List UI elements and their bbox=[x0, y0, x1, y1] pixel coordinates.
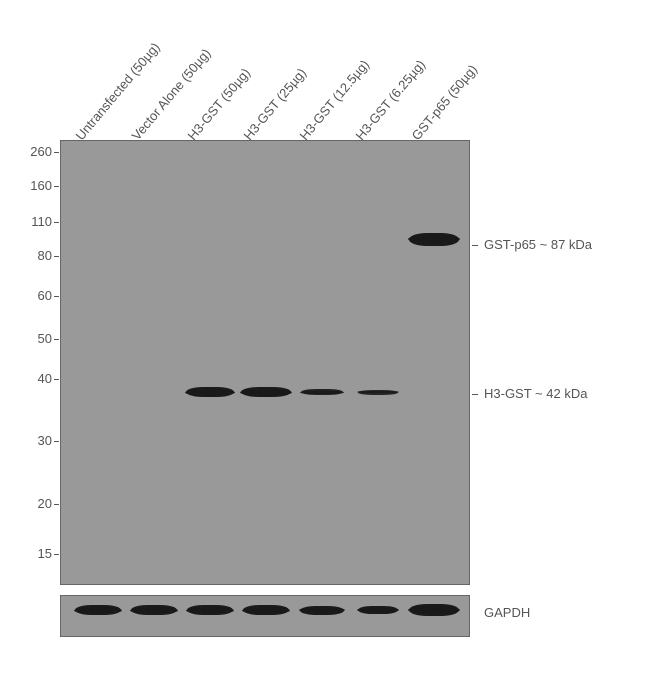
mw-marker-label: 30 bbox=[16, 433, 52, 448]
mw-marker-label: 15 bbox=[16, 546, 52, 561]
gapdh-band-tail bbox=[299, 608, 345, 613]
mw-marker-dash bbox=[54, 222, 59, 223]
mw-marker-label: 40 bbox=[16, 371, 52, 386]
band-annotation: GST-p65 ~ 87 kDa bbox=[484, 237, 592, 252]
mw-marker-dash bbox=[54, 441, 59, 442]
gapdh-band-tail bbox=[186, 608, 234, 613]
gapdh-band-tail bbox=[74, 608, 122, 613]
mw-marker-dash bbox=[54, 296, 59, 297]
mw-marker-label: 50 bbox=[16, 331, 52, 346]
h3-gst-band-tail bbox=[357, 391, 399, 394]
gapdh-band-tail bbox=[357, 608, 399, 612]
mw-marker-label: 80 bbox=[16, 248, 52, 263]
gapdh-blot-membrane bbox=[60, 595, 470, 637]
mw-marker-label: 110 bbox=[16, 214, 52, 229]
mw-marker-dash bbox=[54, 152, 59, 153]
mw-marker-label: 160 bbox=[16, 178, 52, 193]
band-annotation: H3-GST ~ 42 kDa bbox=[484, 386, 587, 401]
mw-marker-dash bbox=[54, 554, 59, 555]
mw-marker-dash bbox=[54, 504, 59, 505]
gapdh-band-tail bbox=[242, 608, 290, 613]
mw-marker-dash bbox=[54, 186, 59, 187]
mw-marker-label: 20 bbox=[16, 496, 52, 511]
gst-p65-band-tail bbox=[408, 236, 460, 243]
annotation-dash bbox=[472, 394, 478, 395]
western-blot-figure: Untransfected (50µg)Vector Alone (50µg)H… bbox=[0, 0, 650, 677]
main-blot-membrane bbox=[60, 140, 470, 585]
band-annotation: GAPDH bbox=[484, 605, 530, 620]
mw-marker-dash bbox=[54, 339, 59, 340]
h3-gst-band-tail bbox=[300, 391, 344, 394]
mw-marker-label: 60 bbox=[16, 288, 52, 303]
h3-gst-band-tail bbox=[185, 390, 235, 395]
mw-marker-dash bbox=[54, 379, 59, 380]
gapdh-band-tail bbox=[130, 608, 178, 613]
mw-marker-label: 260 bbox=[16, 144, 52, 159]
annotation-dash bbox=[472, 245, 478, 246]
h3-gst-band-tail bbox=[240, 390, 292, 395]
gapdh-band-tail bbox=[408, 607, 460, 613]
mw-marker-dash bbox=[54, 256, 59, 257]
